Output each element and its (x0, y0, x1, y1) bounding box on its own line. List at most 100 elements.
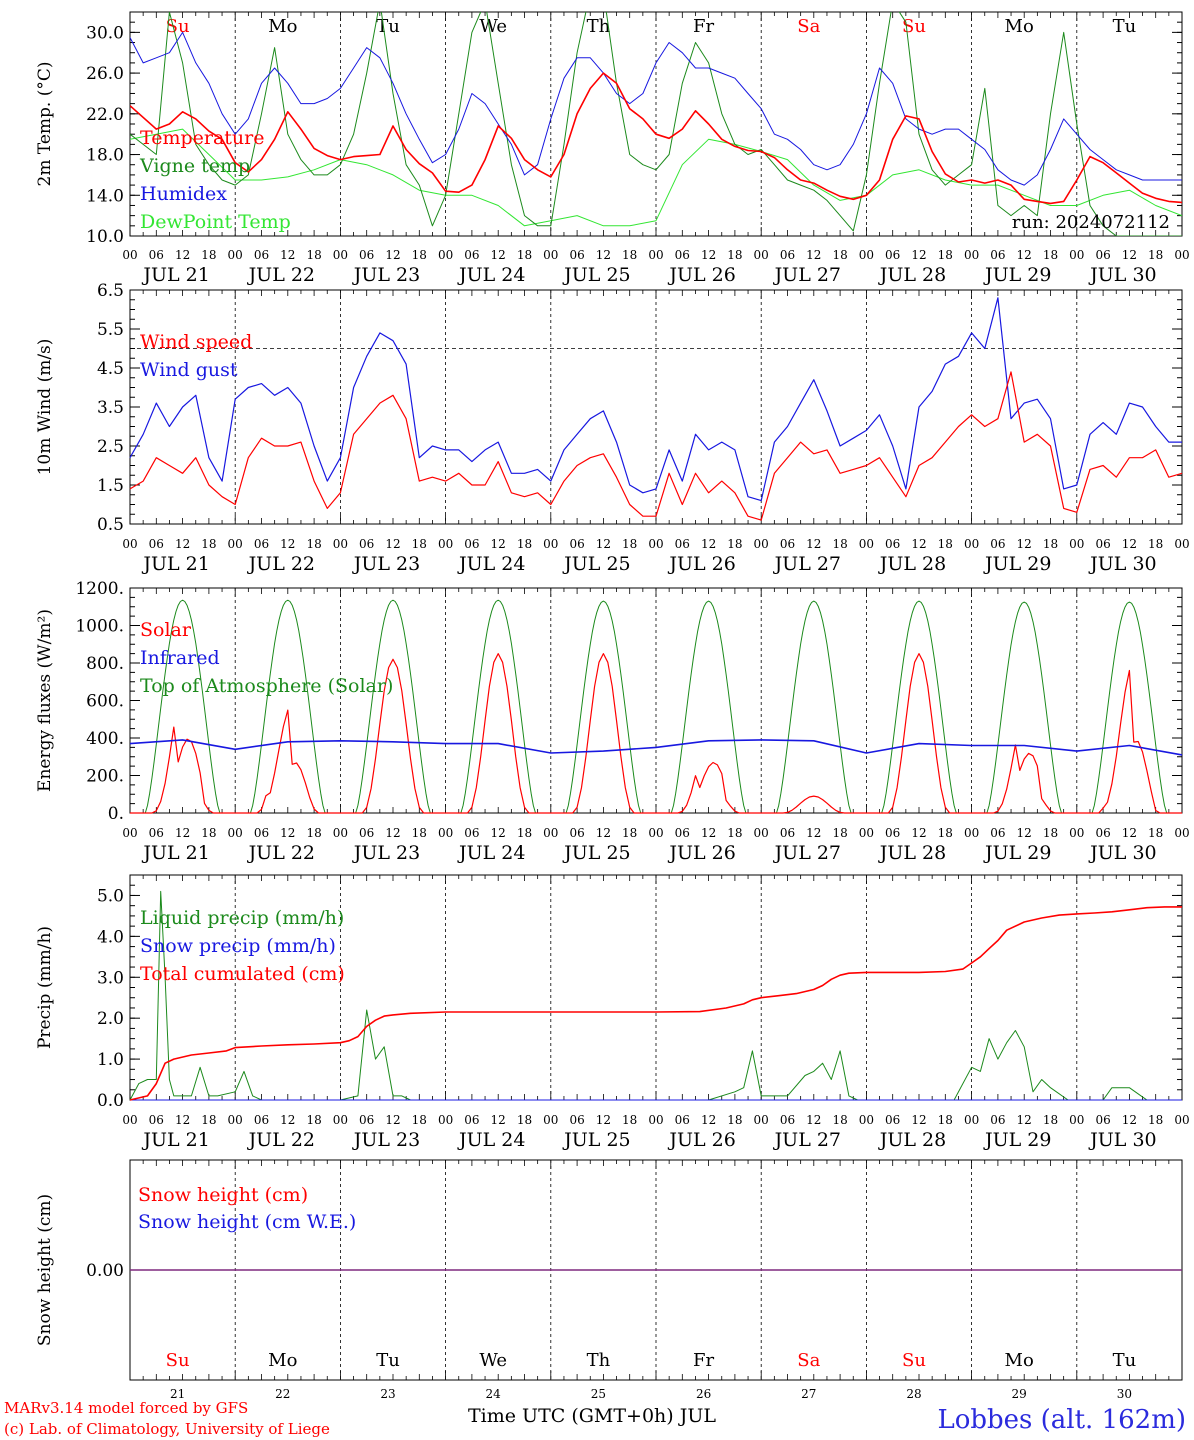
day-number: 27 (801, 1387, 816, 1401)
date-label: JUL 24 (457, 1129, 525, 1151)
hour-label: 12 (596, 248, 611, 262)
hour-label: 12 (175, 1113, 190, 1127)
solar-day-curve (761, 795, 867, 814)
series-humidex (130, 31, 1182, 186)
hour-label: 00 (228, 248, 243, 262)
hour-label: 06 (359, 826, 374, 840)
date-label: JUL 30 (1088, 842, 1156, 864)
date-label: JUL 27 (773, 842, 841, 864)
temp-series (130, 12, 1182, 236)
hour-label: 00 (1174, 826, 1189, 840)
hour-label: 18 (622, 537, 637, 551)
date-label: JUL 24 (457, 553, 525, 575)
hour-label: 00 (333, 537, 348, 551)
panel-3: 0. 200. 400. 600. 800. 1000. 1200. Energy fluxe… (35, 579, 1190, 864)
hour-label: 06 (464, 248, 479, 262)
date-label: JUL 24 (457, 264, 525, 286)
hour-label: 06 (780, 826, 795, 840)
panel-frame (129, 11, 1183, 237)
legend-entry: Liquid precip (mm/h) (140, 907, 344, 929)
series-wind-gust (129, 297, 1182, 502)
date-label: JUL 26 (667, 1129, 735, 1151)
hour-label: 06 (675, 1113, 690, 1127)
hour-label: 00 (122, 248, 137, 262)
hour-label: 00 (228, 1113, 243, 1127)
hour-label: 18 (306, 537, 321, 551)
hour-label: 18 (622, 826, 637, 840)
hour-label: 12 (806, 826, 821, 840)
y-tick-label: 30.0 (86, 23, 124, 43)
hour-label: 18 (1148, 826, 1163, 840)
hour-label: 12 (596, 537, 611, 551)
hour-label: 06 (464, 1113, 479, 1127)
solar-day-curve (1076, 669, 1182, 814)
day-number: 21 (170, 1387, 185, 1401)
y-tick-label: 4.5 (97, 359, 124, 379)
day-number: 24 (486, 1387, 502, 1401)
day-number: 26 (696, 1387, 711, 1401)
y-axis-label: Energy fluxes (W/m²) (35, 609, 55, 792)
hour-label: 18 (727, 826, 742, 840)
hour-label: 12 (385, 537, 400, 551)
hour-label: 00 (543, 1113, 558, 1127)
date-label: JUL 28 (878, 553, 946, 575)
y-axis-label: Precip (mm/h) (35, 926, 55, 1049)
hour-label: 06 (780, 1113, 795, 1127)
y-tick-label: 6.5 (97, 281, 124, 301)
hour-label: 06 (885, 1113, 900, 1127)
date-label: JUL 22 (247, 1129, 315, 1151)
hour-label: 18 (622, 1113, 637, 1127)
panel-1: 10.0 14.0 18.0 22.0 26.0 30.0 2m Temp. (°C) Su M… (35, 11, 1190, 286)
hour-label: 00 (1069, 1113, 1084, 1127)
hour-label: 06 (885, 248, 900, 262)
day-name: Sa (797, 1350, 820, 1371)
hour-label: 18 (938, 1113, 953, 1127)
hour-label: 12 (701, 826, 716, 840)
hour-label: 00 (859, 826, 874, 840)
date-label: JUL 28 (878, 842, 946, 864)
hour-label: 12 (1017, 826, 1032, 840)
hour-label: 12 (385, 248, 400, 262)
toa-day-curve (445, 599, 551, 814)
hour-label: 00 (228, 537, 243, 551)
day-name: Tu (376, 16, 400, 37)
day-number: 22 (275, 1387, 290, 1401)
hour-label: 06 (149, 248, 164, 262)
date-label: JUL 22 (247, 842, 315, 864)
hour-label: 18 (938, 248, 953, 262)
hour-label: 06 (569, 826, 584, 840)
day-name: Mo (1005, 1350, 1034, 1371)
hour-label: 12 (1122, 248, 1137, 262)
hour-label: 00 (1069, 537, 1084, 551)
hour-label: 06 (885, 537, 900, 551)
station-name: Lobbes (alt. 162m) (937, 1405, 1186, 1435)
date-label: JUL 28 (878, 264, 946, 286)
lab-note: (c) Lab. of Climatology, University of L… (4, 1420, 330, 1438)
y-axis-label: 2m Temp. (°C) (35, 61, 55, 186)
hour-label: 12 (280, 248, 295, 262)
hour-label: 00 (438, 826, 453, 840)
hour-label: 00 (543, 537, 558, 551)
hour-label: 00 (122, 1113, 137, 1127)
date-label: JUL 26 (667, 553, 735, 575)
hour-label: 18 (306, 826, 321, 840)
hour-label: 12 (491, 248, 506, 262)
y-tick-label: 200. (86, 767, 124, 787)
hour-label: 12 (701, 248, 716, 262)
legend-entry: Wind speed (140, 331, 252, 353)
y-tick-label: 1200. (75, 579, 124, 599)
date-label: JUL 30 (1088, 1129, 1156, 1151)
y-tick-label: 0. (108, 804, 124, 824)
date-label: JUL 26 (667, 264, 735, 286)
hour-label: 18 (727, 248, 742, 262)
hour-label: 18 (1043, 248, 1058, 262)
hour-label: 00 (438, 537, 453, 551)
hour-label: 12 (280, 1113, 295, 1127)
run-label: run: 2024072112 (1012, 212, 1170, 233)
day-name: Tu (1113, 1350, 1137, 1371)
hour-label: 18 (1043, 537, 1058, 551)
hour-label: 06 (990, 248, 1005, 262)
hour-label: 00 (754, 248, 769, 262)
y-tick-label: 5.0 (97, 886, 124, 906)
hour-label: 18 (517, 826, 532, 840)
